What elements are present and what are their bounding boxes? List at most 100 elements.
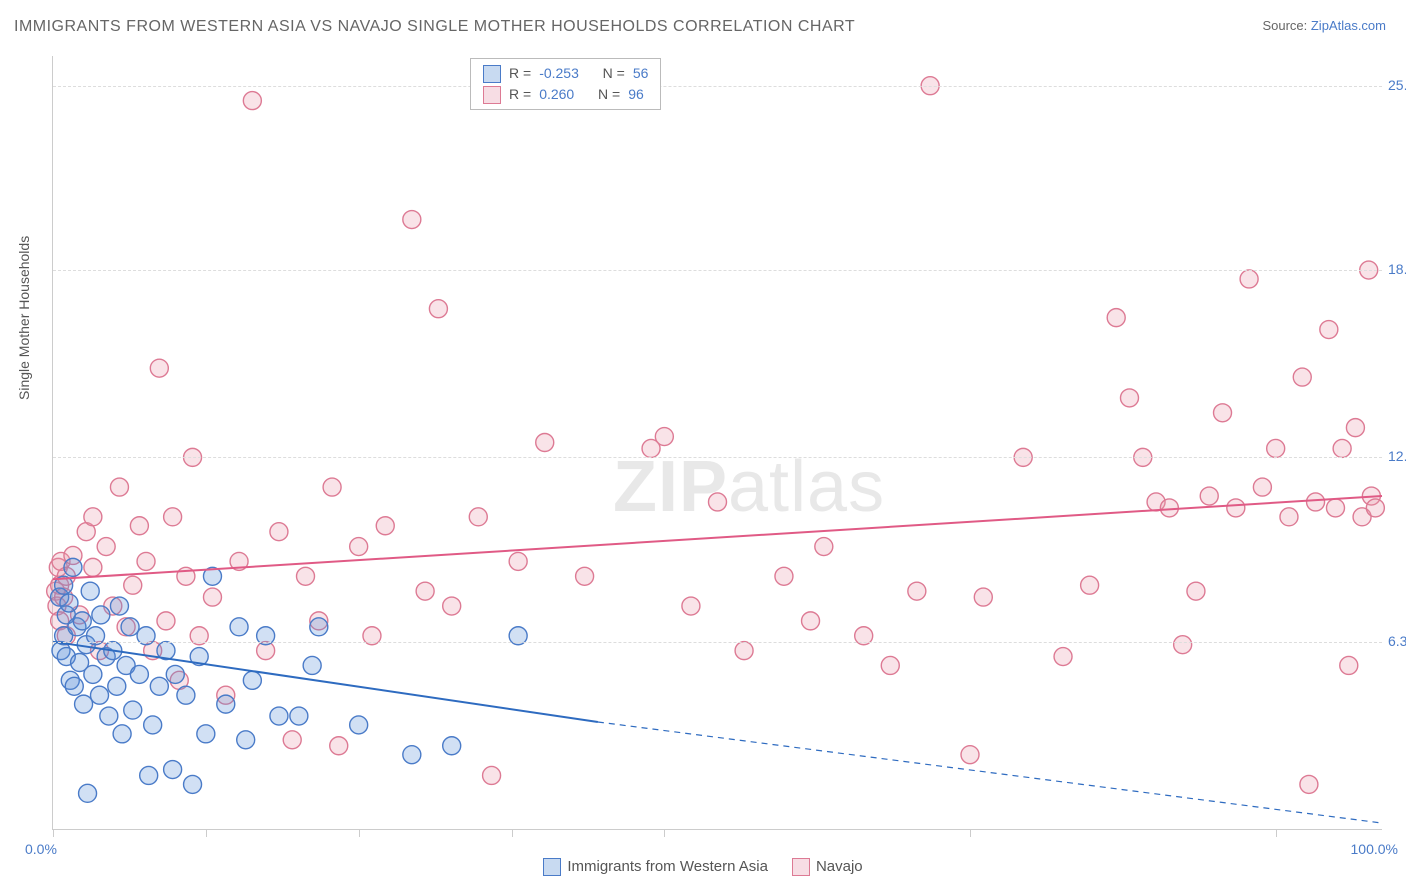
scatter-point: [483, 766, 501, 784]
scatter-point: [164, 761, 182, 779]
x-tick: [664, 829, 665, 837]
scatter-point: [1253, 478, 1271, 496]
scatter-point: [283, 731, 301, 749]
scatter-point: [243, 92, 261, 110]
gridline: [53, 457, 1382, 458]
scatter-point: [1107, 309, 1125, 327]
scatter-point: [1267, 439, 1285, 457]
gridline: [53, 270, 1382, 271]
scatter-point: [75, 695, 93, 713]
scatter-point: [130, 665, 148, 683]
scatter-point: [1326, 499, 1344, 517]
legend-series-swatch-0: [543, 858, 561, 876]
legend-stats-row-1: R = 0.260 N = 96: [483, 84, 648, 105]
scatter-point: [110, 478, 128, 496]
scatter-point: [974, 588, 992, 606]
scatter-point: [79, 784, 97, 802]
scatter-point: [403, 211, 421, 229]
scatter-point: [237, 731, 255, 749]
chart-title: IMMIGRANTS FROM WESTERN ASIA VS NAVAJO S…: [14, 18, 855, 36]
regression-line-extrap: [598, 722, 1382, 823]
legend-series-swatch-1: [792, 858, 810, 876]
y-tick-label: 6.3%: [1388, 633, 1406, 649]
scatter-point: [735, 642, 753, 660]
scatter-point: [1346, 419, 1364, 437]
gridline: [53, 86, 1382, 87]
scatter-point: [1366, 499, 1384, 517]
legend-series-item-1: Navajo: [792, 858, 863, 876]
legend-stats-swatch-1: [483, 86, 501, 104]
scatter-point: [150, 677, 168, 695]
scatter-point: [443, 737, 461, 755]
legend-N-label: N =: [603, 63, 625, 84]
legend-N-value-1: 96: [628, 84, 644, 105]
x-tick: [206, 829, 207, 837]
scatter-point: [121, 618, 139, 636]
x-axis-min-label: 0.0%: [25, 841, 57, 857]
scatter-point: [108, 677, 126, 695]
plot-svg: [53, 56, 1382, 829]
scatter-point: [350, 716, 368, 734]
scatter-point: [166, 665, 184, 683]
scatter-point: [655, 428, 673, 446]
scatter-point: [137, 552, 155, 570]
scatter-point: [469, 508, 487, 526]
legend-series-item-0: Immigrants from Western Asia: [543, 858, 768, 876]
scatter-point: [1120, 389, 1138, 407]
scatter-point: [350, 538, 368, 556]
source-attribution: Source: ZipAtlas.com: [1262, 18, 1386, 33]
scatter-point: [416, 582, 434, 600]
scatter-point: [1214, 404, 1232, 422]
scatter-point: [130, 517, 148, 535]
scatter-point: [536, 434, 554, 452]
gridline: [53, 642, 1382, 643]
scatter-point: [140, 766, 158, 784]
scatter-point: [1293, 368, 1311, 386]
source-link[interactable]: ZipAtlas.com: [1311, 18, 1386, 33]
scatter-point: [1300, 775, 1318, 793]
plot-area: ZIPatlas 0.0% 100.0% 6.3%12.5%18.8%25.0%: [52, 56, 1382, 830]
legend-series: Immigrants from Western Asia Navajo: [0, 858, 1406, 876]
y-tick-label: 12.5%: [1388, 448, 1406, 464]
scatter-point: [576, 567, 594, 585]
scatter-point: [144, 716, 162, 734]
scatter-point: [84, 508, 102, 526]
scatter-point: [403, 746, 421, 764]
y-tick-label: 25.0%: [1388, 77, 1406, 93]
scatter-point: [110, 597, 128, 615]
x-tick: [970, 829, 971, 837]
scatter-point: [802, 612, 820, 630]
scatter-point: [92, 606, 110, 624]
scatter-point: [64, 558, 82, 576]
scatter-point: [1320, 321, 1338, 339]
scatter-point: [177, 686, 195, 704]
legend-N-label-1: N =: [598, 84, 620, 105]
scatter-point: [376, 517, 394, 535]
scatter-point: [81, 582, 99, 600]
scatter-point: [429, 300, 447, 318]
scatter-point: [908, 582, 926, 600]
scatter-point: [330, 737, 348, 755]
scatter-point: [1227, 499, 1245, 517]
scatter-point: [84, 665, 102, 683]
legend-N-value-0: 56: [633, 63, 649, 84]
scatter-point: [323, 478, 341, 496]
scatter-point: [184, 775, 202, 793]
y-tick-label: 18.8%: [1388, 261, 1406, 277]
legend-R-value-1: 0.260: [539, 84, 574, 105]
scatter-point: [303, 656, 321, 674]
x-tick: [359, 829, 360, 837]
scatter-point: [197, 725, 215, 743]
scatter-point: [243, 671, 261, 689]
scatter-point: [1187, 582, 1205, 600]
scatter-point: [230, 618, 248, 636]
scatter-point: [1280, 508, 1298, 526]
scatter-point: [217, 695, 235, 713]
scatter-point: [157, 612, 175, 630]
scatter-point: [100, 707, 118, 725]
scatter-point: [65, 677, 83, 695]
scatter-point: [97, 538, 115, 556]
scatter-point: [124, 576, 142, 594]
scatter-point: [443, 597, 461, 615]
scatter-point: [961, 746, 979, 764]
